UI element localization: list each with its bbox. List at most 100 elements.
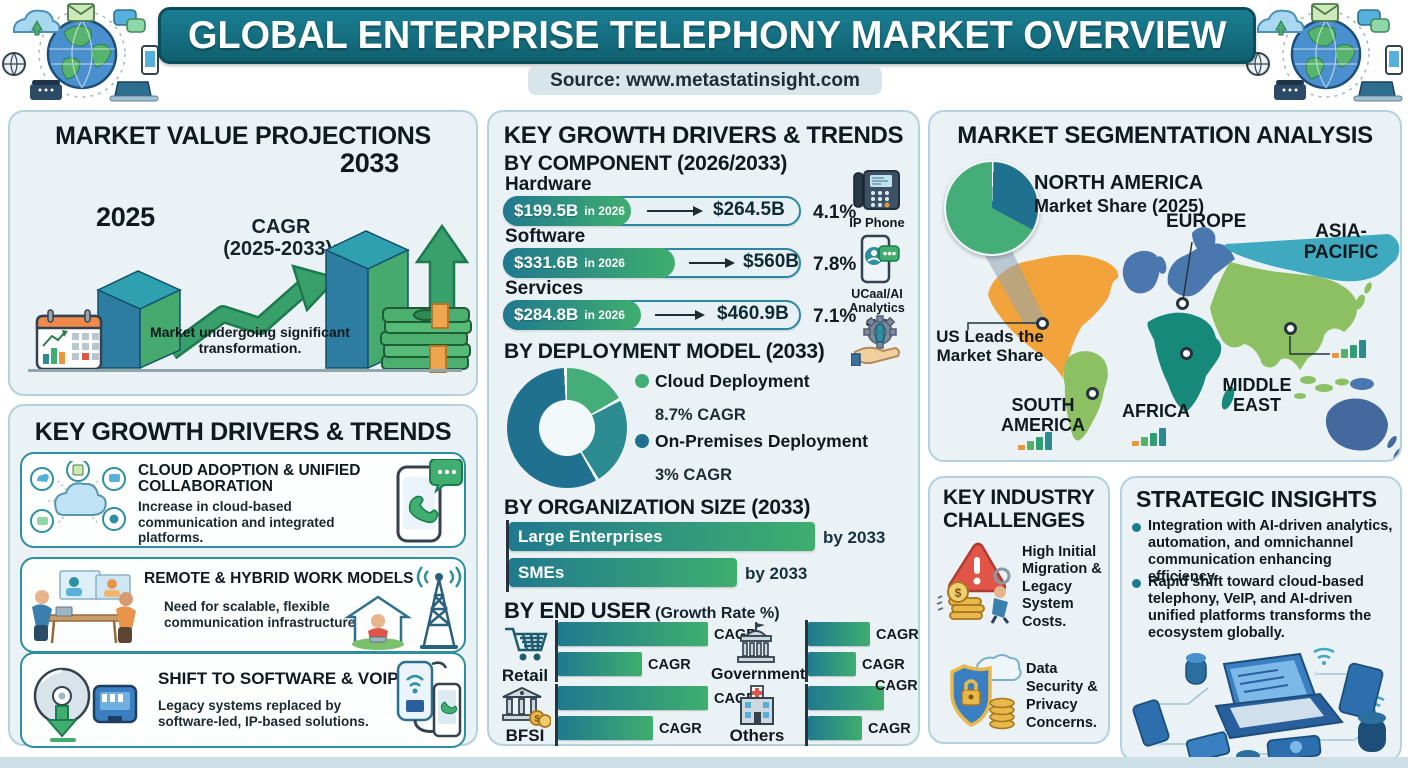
europe-leader-line	[1182, 241, 1193, 301]
label-south-america: SOUTH AMERICA	[1001, 395, 1085, 435]
growth-left-title: KEY GROWTH DRIVERS & TRENDS	[34, 418, 452, 446]
panel-growth-drivers-mid: KEY GROWTH DRIVERS & TRENDS BY COMPONENT…	[487, 110, 920, 746]
legend-cloud-cagr: 8.7% CAGR	[655, 406, 746, 424]
map-se-asia-islands	[1294, 282, 1372, 399]
year-2025-label: 2025	[96, 202, 155, 232]
others-hospital-icon	[740, 685, 774, 725]
others-bar-2	[808, 716, 862, 740]
radio-tower-icon	[416, 566, 462, 649]
component-bar-services: $284.8B in 2026 $460.9B	[503, 300, 801, 330]
minibar-africa	[1132, 428, 1166, 446]
legend-dot-cloud	[635, 374, 649, 388]
map-south-america	[1063, 351, 1108, 441]
footer-strip	[0, 757, 1408, 768]
bfsi-bank-icon: $	[502, 686, 551, 728]
marker-africa	[1180, 347, 1193, 360]
panel-growth-drivers-left: KEY GROWTH DRIVERS & TRENDS CLOUD ADOPTI…	[8, 404, 478, 748]
map-greenland	[1122, 250, 1160, 294]
retail-bar-2	[558, 652, 642, 676]
arrow-right-icon	[655, 310, 705, 320]
challenge-2-text: Data Security & Privacy Concerns.	[1026, 661, 1098, 732]
map-north-asia	[1225, 234, 1400, 282]
growth-mid-title: KEY GROWTH DRIVERS & TRENDS	[503, 122, 904, 149]
legend-onprem-cagr: 3% CAGR	[655, 466, 733, 484]
ip-phone-icon	[853, 170, 900, 210]
bullet-dot	[1132, 523, 1141, 532]
by-component-title: BY COMPONENT (2026/2033)	[504, 152, 788, 175]
marker-us	[1036, 317, 1049, 330]
us-leader-line	[967, 322, 1038, 330]
government-building-icon	[737, 622, 775, 663]
pie-label-share: Market Share (2025)	[1034, 196, 1205, 216]
data-security-icon	[950, 654, 1022, 730]
baseline	[28, 369, 462, 372]
by-org-size-title: BY ORGANIZATION SIZE (2033)	[504, 496, 811, 519]
label-us-leads: US Leads the Market Share	[936, 327, 1044, 365]
map-scandinavia	[1192, 227, 1216, 257]
services-hand-gear-icon	[851, 315, 900, 366]
globe-network-icon	[2, 2, 160, 102]
legend-dot-onprem	[635, 434, 649, 448]
map-nz	[1387, 436, 1397, 448]
calendar-chart-icon	[35, 309, 103, 371]
insights-title: STRATEGIC INSIGHTS	[1136, 486, 1377, 512]
card-title: SHIFT TO SOFTWARE & VOIP	[158, 669, 399, 688]
label-middle-east: MIDDLE EAST	[1222, 375, 1292, 415]
others-bar-1	[808, 686, 884, 710]
by-end-user-title: BY END USER (Growth Rate %)	[504, 598, 780, 623]
gov-bar-2	[808, 652, 856, 676]
panel-market-segmentation: MARKET SEGMENTATION ANALYSIS	[928, 110, 1402, 462]
card-remote-hybrid: REMOTE & HYBRID WORK MODELS Need for sca…	[20, 557, 466, 653]
label-africa: AFRICA	[1122, 401, 1190, 421]
page-title: GLOBAL ENTERPRISE TELEPHONY MARKET OVERV…	[187, 13, 1227, 57]
bfsi-bar-1	[558, 686, 708, 710]
apac-leader-line	[1289, 336, 1330, 355]
challenges-title: KEY INDUSTRY CHALLENGES	[943, 486, 1095, 533]
panel-strategic-insights: STRATEGIC INSIGHTS Integration with AI-d…	[1120, 476, 1402, 762]
component-bar-software: $331.6B in 2026 $560B	[503, 248, 801, 278]
map-africa	[1147, 312, 1222, 412]
market-value-title: MARKET VALUE PROJECTIONS	[55, 122, 431, 150]
voip-adapter-icon	[396, 660, 462, 738]
bullet-dot	[1132, 579, 1141, 588]
source-attribution: Source: www.metastatinsight.com	[528, 66, 882, 95]
phone-chat-icon	[396, 459, 463, 543]
card-cloud-adoption: CLOUD ADOPTION & UNIFIED COLLABORATION I…	[20, 452, 466, 548]
gov-bar-1	[808, 622, 870, 646]
bfsi-bar-2	[558, 716, 653, 740]
market-note: Market undergoing significant transforma…	[150, 324, 350, 357]
work-from-home-icon	[343, 595, 413, 650]
map-png	[1350, 378, 1374, 390]
migration-cost-icon: $	[936, 542, 1011, 624]
component-name: Services	[505, 278, 584, 299]
org-bar-smes: SMEs	[509, 558, 737, 587]
insight-bullet: Integration with AI-driven analytics, au…	[1132, 518, 1394, 586]
map-madagascar	[1221, 386, 1235, 410]
cloud-network-icon	[30, 461, 126, 533]
card-desc: Increase in cloud-based communication an…	[138, 499, 335, 546]
component-bar-fill: $199.5B in 2026	[503, 196, 631, 226]
pie-label-region: NORTH AMERICA	[1034, 172, 1204, 194]
card-desc: Need for scalable, flexible communicatio…	[164, 599, 360, 630]
map-asia	[1210, 262, 1358, 370]
arrow-right-icon	[689, 258, 735, 268]
map-nz-south	[1393, 448, 1400, 460]
legend-onprem-label: On-Premises Deployment	[655, 431, 868, 451]
panel-market-value-projections: MARKET VALUE PROJECTIONS 2033 2025 CAGR …	[8, 110, 478, 396]
retail-cart-icon	[505, 627, 548, 661]
retail-bar-1	[558, 622, 708, 646]
marker-south-america	[1086, 387, 1099, 400]
component-bar-hardware: $199.5B in 2026 $264.5B	[503, 196, 801, 226]
ip-phone-caption: IP Phone	[849, 215, 905, 230]
label-europe: EUROPE	[1166, 211, 1247, 232]
component-bar-fill: $284.8B in 2026	[503, 300, 641, 330]
label-asia-pacific: ASIA-PACIFIC	[1303, 221, 1379, 263]
insight-bullet: Rapid shift toward cloud-based telephony…	[1132, 574, 1394, 642]
world-map	[960, 212, 1400, 460]
marker-china	[1284, 322, 1297, 335]
map-australia	[1325, 398, 1388, 451]
card-desc: Legacy systems replaced by software-led,…	[158, 698, 369, 729]
org-bar-large-enterprises: Large Enterprises	[509, 522, 815, 551]
minibar-asia-pacific	[1332, 340, 1366, 358]
